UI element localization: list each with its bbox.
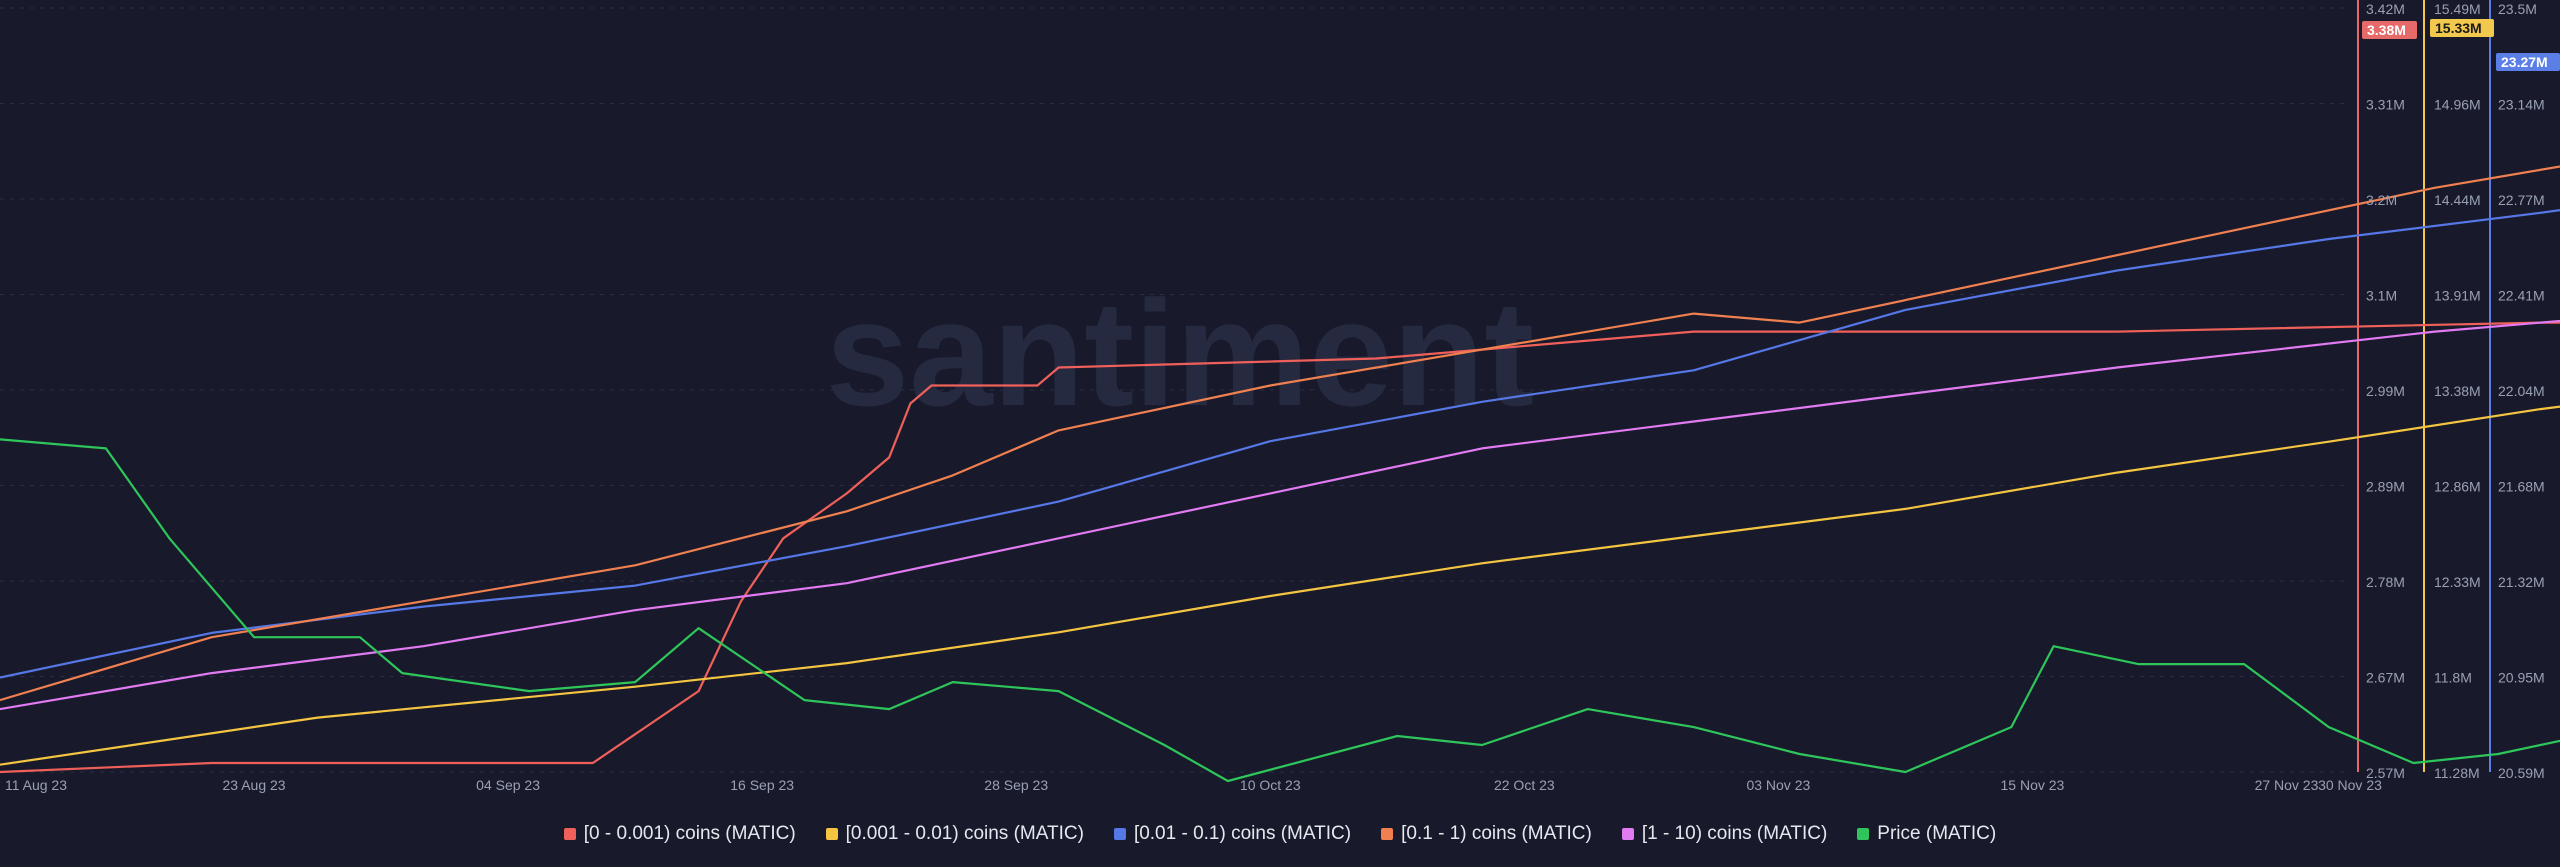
- y-tick-label: 2.57M: [2366, 765, 2405, 781]
- y-tick-label: 11.8M: [2434, 670, 2472, 686]
- legend-item[interactable]: Price (MATIC): [1857, 823, 1996, 845]
- y-tick-label: 2.67M: [2366, 670, 2405, 686]
- y-tick-label: 13.38M: [2434, 383, 2481, 399]
- legend: [0 - 0.001) coins (MATIC) [0.001 - 0.01) …: [0, 818, 2560, 850]
- y-tick-label: 20.59M: [2498, 765, 2545, 781]
- legend-label: [0.1 - 1) coins (MATIC): [1401, 823, 1592, 844]
- legend-item[interactable]: [0.001 - 0.01) coins (MATIC): [825, 823, 1084, 845]
- current-value-label: 3.38M: [2367, 22, 2406, 38]
- y-tick-label: 23.5M: [2498, 1, 2537, 17]
- legend-item[interactable]: [0 - 0.001) coins (MATIC): [563, 823, 796, 845]
- y-tick-label: 3.2M: [2366, 192, 2397, 208]
- legend-item[interactable]: [0.01 - 0.1) coins (MATIC): [1113, 823, 1352, 845]
- current-value-badge: [2362, 21, 2417, 39]
- legend-label: Price (MATIC): [1877, 823, 1997, 844]
- y-tick-label: 22.04M: [2498, 383, 2545, 399]
- y-tick-label: 14.96M: [2434, 97, 2481, 113]
- series-line-3: [0, 165, 2560, 702]
- legend-swatch: [825, 828, 838, 840]
- x-tick-label: 03 Nov 23: [1746, 777, 1810, 793]
- current-value-badge: [2430, 19, 2494, 37]
- watermark: santiment: [826, 269, 1534, 437]
- legend-label: [1 - 10) coins (MATIC): [1641, 823, 1828, 844]
- y-tick-label: 22.77M: [2498, 192, 2545, 208]
- y-tick-label: 12.33M: [2434, 574, 2481, 590]
- y-tick-label: 21.32M: [2498, 574, 2545, 590]
- legend-item[interactable]: [0.1 - 1) coins (MATIC): [1381, 823, 1592, 845]
- x-tick-label: 23 Aug 23: [223, 777, 286, 793]
- x-tick-label: 16 Sep 23: [730, 777, 794, 793]
- legend-swatch: [1381, 828, 1394, 840]
- y-tick-label: 20.95M: [2498, 670, 2545, 686]
- y-tick-label: 2.89M: [2366, 479, 2405, 495]
- y-tick-label: 11.28M: [2434, 765, 2480, 781]
- legend-swatch: [1857, 828, 1870, 840]
- x-tick-label: 15 Nov 23: [2001, 777, 2065, 793]
- legend-swatch: [1113, 828, 1126, 840]
- y-tick-label: 23.14M: [2498, 97, 2545, 113]
- current-value-label: 23.27M: [2501, 54, 2548, 70]
- y-tick-label: 3.31M: [2366, 97, 2405, 113]
- legend-swatch: [1621, 828, 1634, 840]
- y-tick-label: 3.42M: [2366, 1, 2405, 17]
- y-tick-label: 22.41M: [2498, 288, 2545, 304]
- legend-item[interactable]: [1 - 10) coins (MATIC): [1621, 823, 1828, 845]
- x-tick-label: 10 Oct 23: [1240, 777, 1301, 793]
- x-tick-label: 30 Nov 23: [2318, 777, 2382, 793]
- y-tick-label: 14.44M: [2434, 192, 2481, 208]
- current-value-label: 15.33M: [2435, 20, 2482, 36]
- y-tick-label: 3.1M: [2366, 288, 2397, 304]
- y-tick-label: 21.68M: [2498, 479, 2545, 495]
- x-tick-label: 11 Aug 23: [5, 777, 67, 793]
- x-tick-label: 28 Sep 23: [984, 777, 1048, 793]
- series-line-0: [0, 321, 2560, 774]
- x-tick-label: 27 Nov 23: [2255, 777, 2319, 793]
- legend-label: [0.01 - 0.1) coins (MATIC): [1133, 823, 1352, 844]
- y-tick-label: 15.49M: [2434, 1, 2481, 17]
- series-line-2: [0, 209, 2560, 679]
- y-tick-label: 12.86M: [2434, 479, 2481, 495]
- series-line-1: [0, 405, 2560, 766]
- series-line-4: [0, 319, 2560, 711]
- x-tick-label: 04 Sep 23: [476, 777, 540, 793]
- current-value-badge: [2496, 53, 2560, 71]
- y-tick-label: 13.91M: [2434, 288, 2481, 304]
- y-tick-label: 2.99M: [2366, 383, 2405, 399]
- series-line-5: [0, 438, 2560, 783]
- legend-label: [0.001 - 0.01) coins (MATIC): [845, 823, 1084, 844]
- x-tick-label: 22 Oct 23: [1494, 777, 1555, 793]
- legend-label: [0 - 0.001) coins (MATIC): [583, 823, 796, 844]
- legend-swatch: [563, 828, 576, 840]
- y-tick-label: 2.78M: [2366, 574, 2405, 590]
